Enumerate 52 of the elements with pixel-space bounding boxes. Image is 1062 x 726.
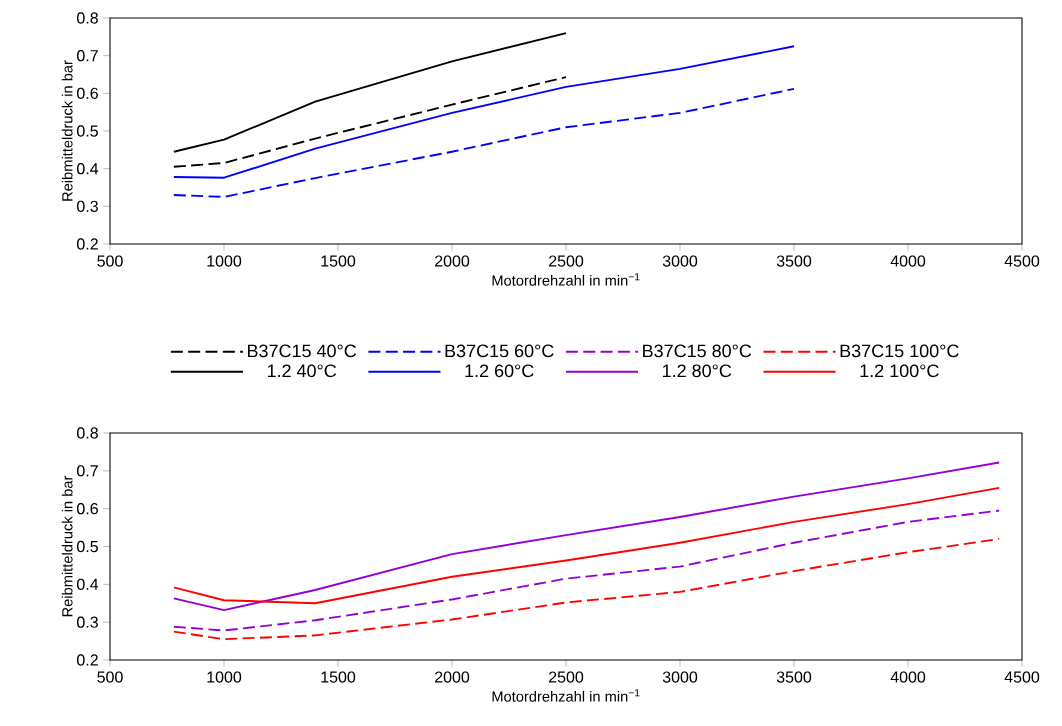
x-tick-label: 3500 <box>776 255 812 267</box>
x-tick-label: 4500 <box>1004 255 1040 267</box>
x-tick-label: 2000 <box>435 255 470 267</box>
x-tick-label: 2000 <box>435 671 470 683</box>
y-tick-label: 0.4 <box>77 163 99 175</box>
x-tick-label: 2500 <box>549 255 584 267</box>
line-series <box>172 509 1001 632</box>
x-axis-title: Motordrehzahl in min$^{−1}$ <box>492 273 640 286</box>
y-tick-label: 0.4 <box>77 578 99 590</box>
text: B37C15 80°C <box>643 344 752 358</box>
y-tick-label: 0.2 <box>77 654 98 666</box>
line-series <box>172 76 567 168</box>
x-tick-label: 1500 <box>321 255 356 267</box>
y-tick-label: 0.8 <box>77 12 98 24</box>
x-tick-label: 4000 <box>890 255 926 267</box>
x-tick-label: 2500 <box>549 671 584 683</box>
line-series <box>172 87 795 198</box>
y-tick-label: 0.7 <box>77 50 98 62</box>
text: 1.2 100°C <box>860 364 939 378</box>
y-tick-label: 0.8 <box>77 427 98 439</box>
x-axis-title: Motordrehzahl in min$^{−1}$ <box>492 689 640 702</box>
x-tick-label: 1000 <box>207 255 242 267</box>
y-axis-title: Reibmitteldruck in bar <box>61 60 73 201</box>
x-tick-label: 1500 <box>321 671 356 683</box>
line-series <box>172 538 1001 641</box>
y-tick-label: 0.6 <box>77 503 98 515</box>
legend-label: 1.2 60°C <box>465 364 534 378</box>
x-tick-label: 3500 <box>776 671 812 683</box>
line-series <box>172 45 795 179</box>
text: 1.2 80°C <box>663 364 732 378</box>
x-tick-label: 4500 <box>1004 671 1040 683</box>
y-tick-label: 0.5 <box>77 125 98 137</box>
text: B37C15 100°C <box>840 344 959 358</box>
y-tick-label: 0.7 <box>77 465 98 477</box>
legend-label: B37C15 60°C <box>445 344 554 358</box>
y-tick-label: 0.6 <box>77 87 98 99</box>
y-axis-title: Reibmitteldruck in bar <box>61 475 73 617</box>
x-tick-label: 4000 <box>890 671 926 683</box>
y-tick-label: 0.5 <box>77 540 98 553</box>
y-tick-label: 0.3 <box>77 616 98 628</box>
x-tick-label: 500 <box>97 671 123 683</box>
line-series <box>172 486 1001 605</box>
line-series <box>172 461 1001 611</box>
y-tick-label: 0.3 <box>77 200 98 212</box>
x-tick-label: 500 <box>97 255 123 267</box>
legend-label: 1.2 40°C <box>267 364 337 378</box>
line-series <box>172 32 567 153</box>
legend-label: B37C15 40°C <box>248 344 357 358</box>
y-tick-label: 0.2 <box>77 238 98 250</box>
x-tick-label: 3000 <box>662 255 698 267</box>
x-tick-label: 3000 <box>662 671 698 683</box>
x-tick-label: 1000 <box>207 671 242 683</box>
